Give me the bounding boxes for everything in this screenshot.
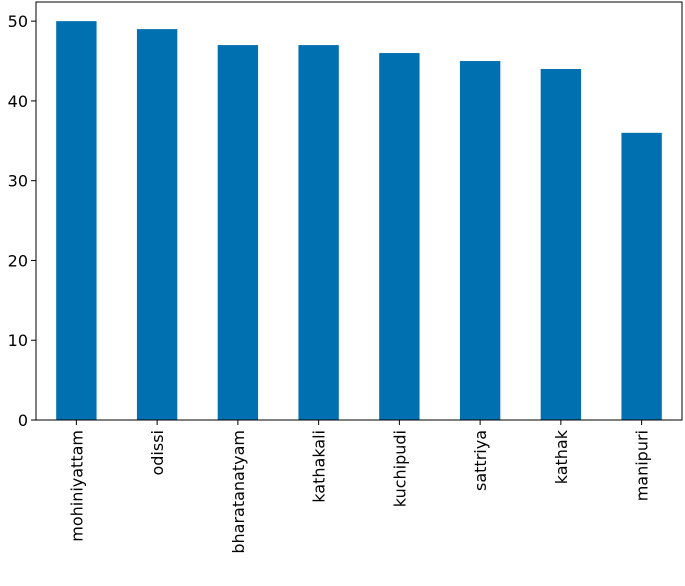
- x-tick-label: kathak: [552, 429, 571, 484]
- bar: [379, 53, 420, 420]
- bar: [217, 45, 259, 421]
- bar: [621, 132, 662, 420]
- x-tick-label: kathakali: [310, 430, 329, 503]
- y-tick-label: 10: [8, 331, 28, 350]
- bar: [56, 21, 97, 420]
- axes-frame: [35, 1, 683, 421]
- y-tick-label: 20: [8, 251, 28, 270]
- y-tick-label: 50: [8, 12, 28, 31]
- x-tick-label: odissi: [148, 430, 167, 476]
- x-tick-label: kuchipudi: [390, 430, 409, 507]
- x-tick-label: sattriya: [471, 430, 490, 491]
- x-tick-label: mohiniyattam: [67, 430, 86, 542]
- bar: [136, 29, 178, 421]
- bar: [459, 61, 501, 421]
- bar: [298, 45, 339, 421]
- x-tick-label: manipuri: [633, 430, 652, 501]
- y-tick-label: 0: [18, 411, 28, 430]
- y-tick-label: 40: [8, 92, 28, 111]
- y-tick-label: 30: [8, 172, 28, 191]
- x-tick-label: bharatanatyam: [229, 430, 248, 554]
- bar: [540, 69, 582, 421]
